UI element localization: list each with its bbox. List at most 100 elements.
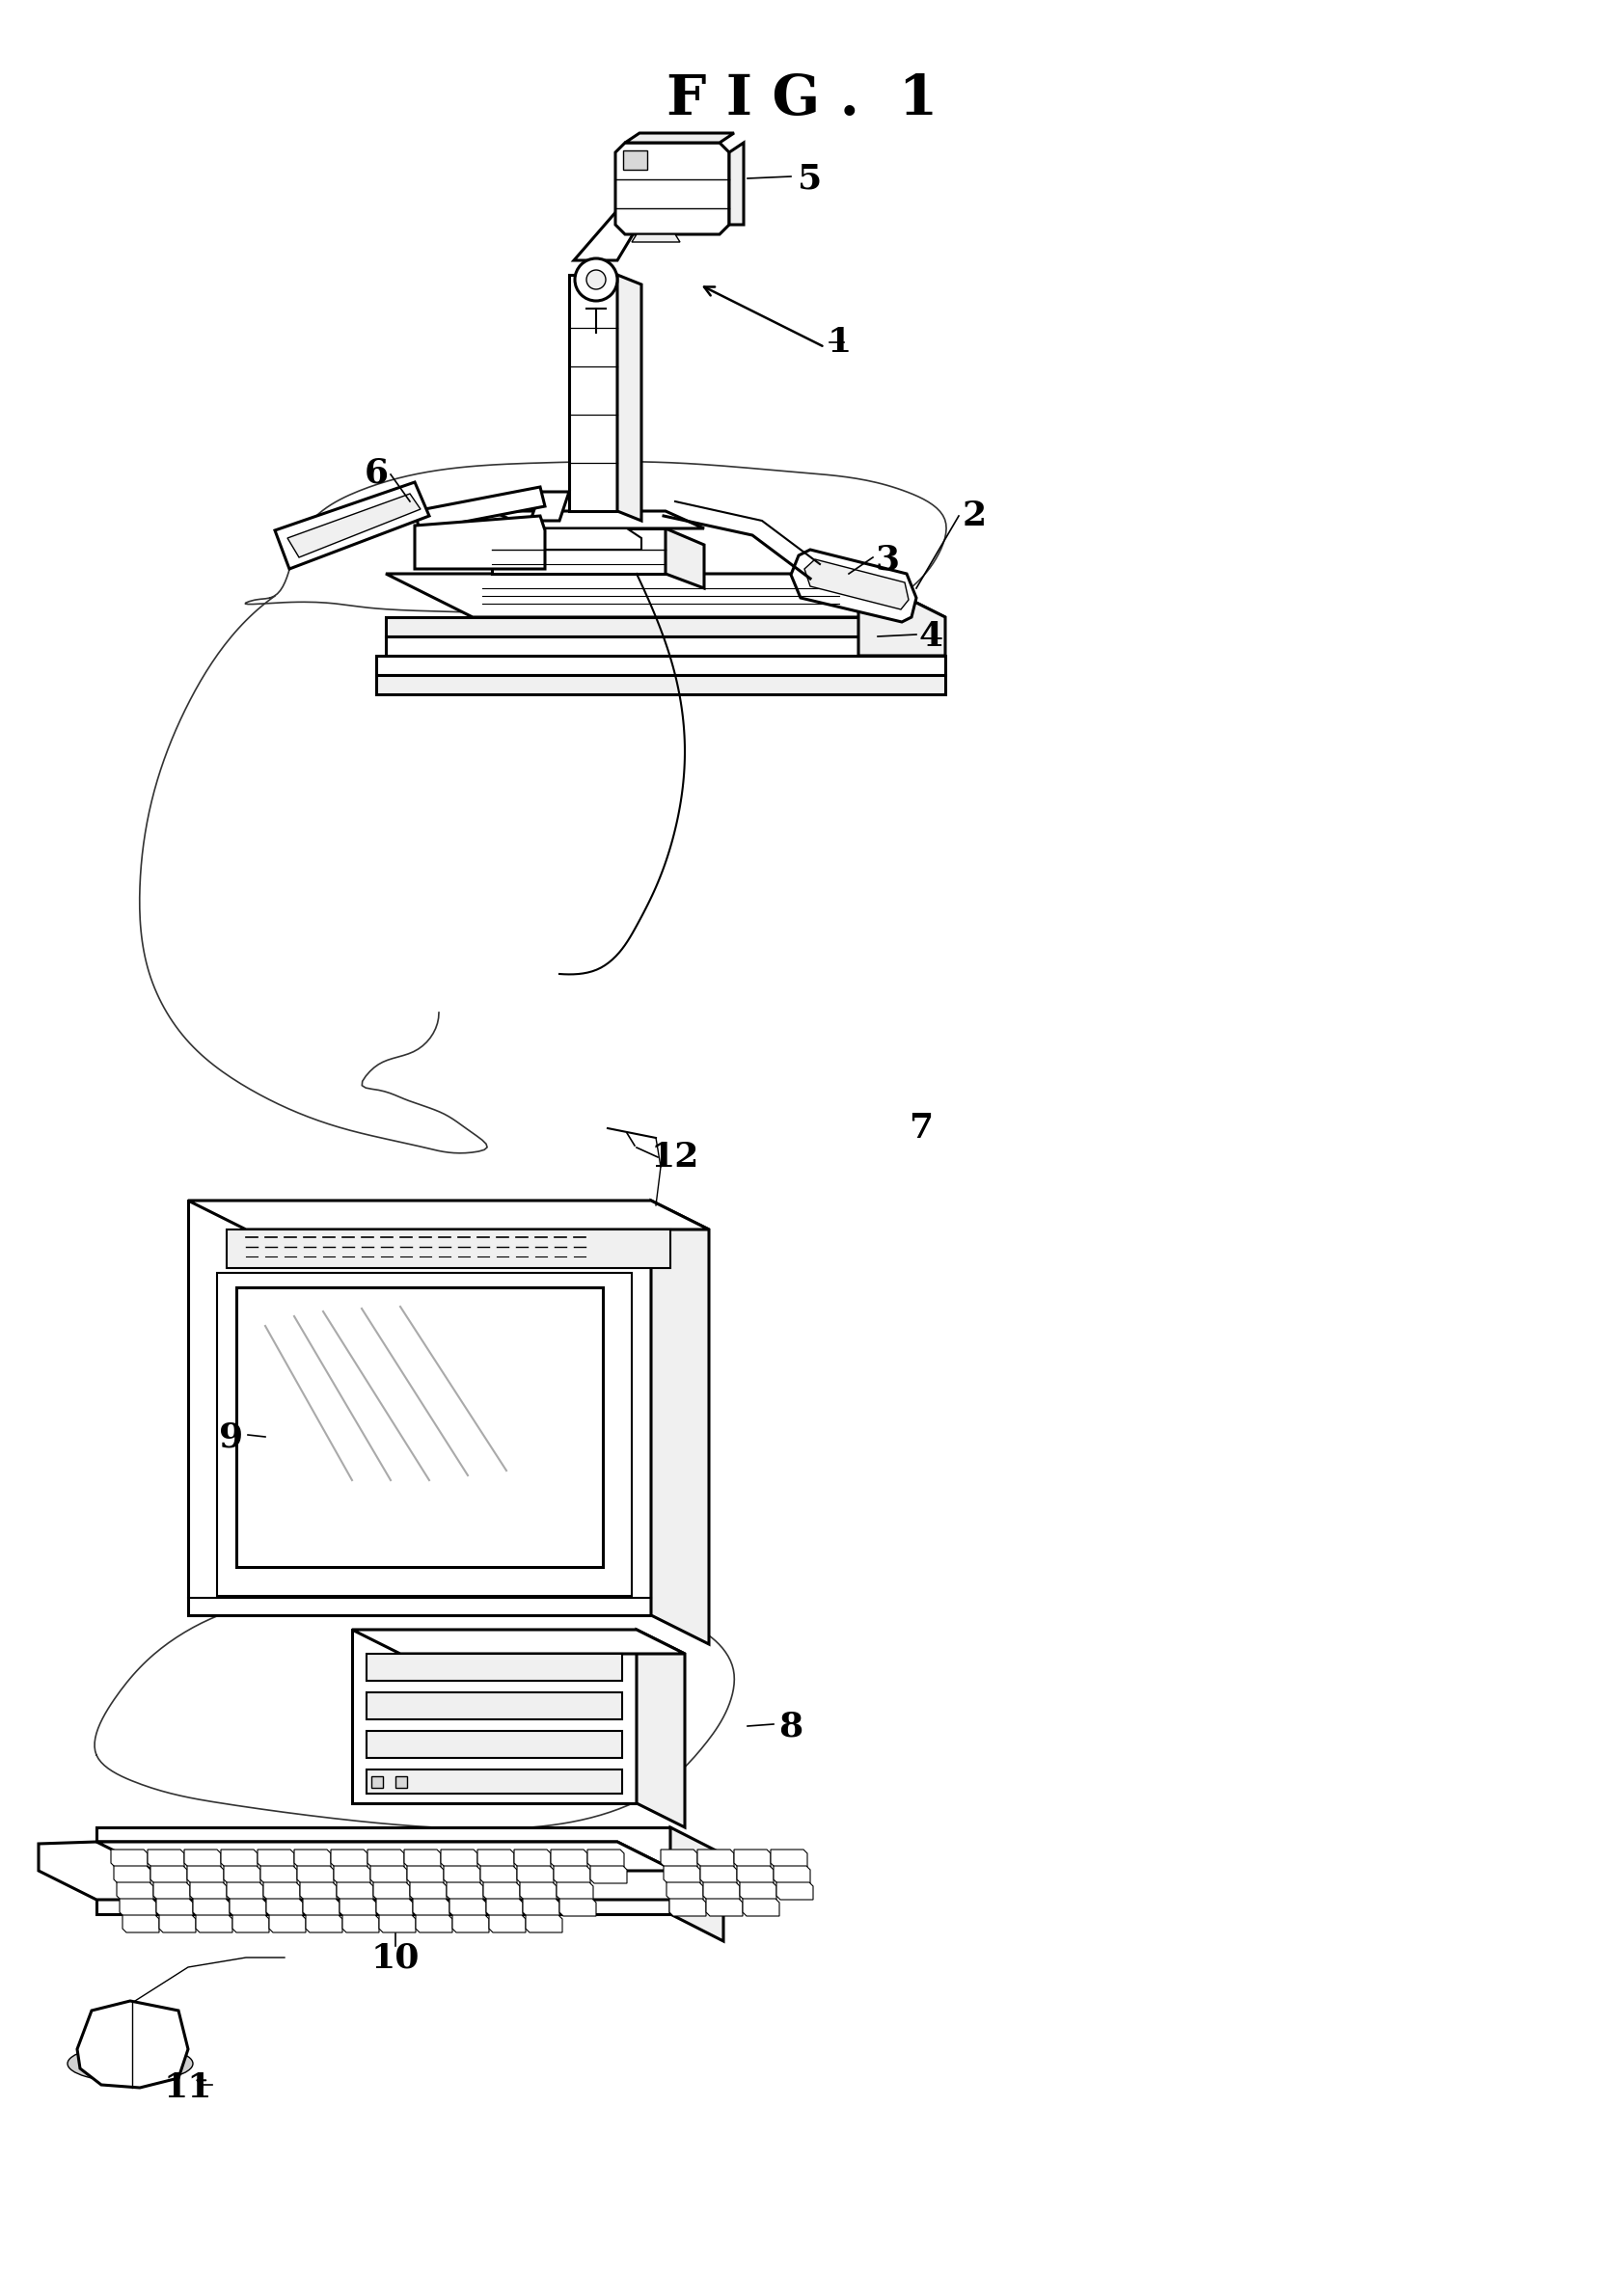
Polygon shape <box>156 1899 193 1917</box>
Polygon shape <box>742 1899 778 1917</box>
Polygon shape <box>297 1867 334 1883</box>
Polygon shape <box>525 528 640 549</box>
Polygon shape <box>39 1841 674 1899</box>
Polygon shape <box>416 1915 453 1933</box>
Text: 9: 9 <box>220 1421 244 1453</box>
Polygon shape <box>663 1867 700 1883</box>
Text: 7: 7 <box>908 1111 933 1146</box>
Polygon shape <box>217 1272 631 1596</box>
Polygon shape <box>371 1867 406 1883</box>
Polygon shape <box>554 1867 591 1883</box>
Polygon shape <box>733 1851 770 1867</box>
Polygon shape <box>523 1899 559 1917</box>
Polygon shape <box>77 2000 188 2087</box>
Polygon shape <box>483 1883 520 1899</box>
Polygon shape <box>587 1851 624 1867</box>
Text: 12: 12 <box>650 1141 700 1173</box>
Polygon shape <box>446 1883 483 1899</box>
Polygon shape <box>366 1692 621 1720</box>
Polygon shape <box>185 1851 221 1867</box>
Polygon shape <box>409 1883 446 1899</box>
Polygon shape <box>404 1851 440 1867</box>
Bar <box>371 1777 382 1789</box>
Polygon shape <box>366 1770 621 1793</box>
Polygon shape <box>305 1915 342 1933</box>
Polygon shape <box>263 1883 300 1899</box>
Polygon shape <box>193 1899 230 1917</box>
Polygon shape <box>859 574 945 657</box>
Polygon shape <box>372 1883 409 1899</box>
Polygon shape <box>148 1851 185 1867</box>
Polygon shape <box>376 1899 412 1917</box>
Polygon shape <box>406 1867 443 1883</box>
Polygon shape <box>624 133 733 142</box>
Polygon shape <box>366 1731 621 1759</box>
Polygon shape <box>119 1899 156 1917</box>
Polygon shape <box>770 1851 807 1867</box>
Polygon shape <box>775 1883 812 1899</box>
Polygon shape <box>530 491 568 521</box>
Polygon shape <box>615 142 729 234</box>
Polygon shape <box>486 1899 523 1917</box>
Text: 3: 3 <box>875 542 899 576</box>
Polygon shape <box>740 1883 775 1899</box>
Polygon shape <box>257 1851 294 1867</box>
Polygon shape <box>517 1867 554 1883</box>
Polygon shape <box>491 528 664 574</box>
Polygon shape <box>520 1883 557 1899</box>
Polygon shape <box>366 1653 621 1681</box>
Polygon shape <box>660 1851 697 1867</box>
Polygon shape <box>351 1630 684 1653</box>
Polygon shape <box>491 512 703 528</box>
Polygon shape <box>334 1867 371 1883</box>
Polygon shape <box>270 1915 305 1933</box>
Polygon shape <box>368 1851 404 1867</box>
Polygon shape <box>664 528 703 588</box>
Polygon shape <box>230 1899 266 1917</box>
Polygon shape <box>188 1201 650 1614</box>
Polygon shape <box>151 1867 188 1883</box>
Polygon shape <box>414 517 544 569</box>
Polygon shape <box>376 657 945 675</box>
Polygon shape <box>196 1915 233 1933</box>
Polygon shape <box>551 1851 587 1867</box>
Polygon shape <box>697 1851 733 1867</box>
Polygon shape <box>666 1883 703 1899</box>
Polygon shape <box>266 1899 303 1917</box>
Polygon shape <box>440 1851 477 1867</box>
Text: 4: 4 <box>918 620 942 652</box>
Polygon shape <box>274 482 429 569</box>
Polygon shape <box>226 1883 263 1899</box>
Polygon shape <box>669 1899 706 1917</box>
Polygon shape <box>376 675 945 693</box>
Polygon shape <box>480 1867 517 1883</box>
Polygon shape <box>342 1915 379 1933</box>
Polygon shape <box>557 1883 592 1899</box>
Polygon shape <box>117 1883 152 1899</box>
Polygon shape <box>233 1915 270 1933</box>
Polygon shape <box>339 1899 376 1917</box>
Polygon shape <box>260 1867 297 1883</box>
Polygon shape <box>152 1883 189 1899</box>
Polygon shape <box>453 1915 490 1933</box>
Polygon shape <box>385 618 859 636</box>
Polygon shape <box>591 1867 626 1883</box>
Ellipse shape <box>67 2046 193 2082</box>
Polygon shape <box>159 1915 196 1933</box>
Polygon shape <box>226 1228 669 1267</box>
Polygon shape <box>300 1883 337 1899</box>
Polygon shape <box>700 1867 737 1883</box>
Polygon shape <box>804 560 908 608</box>
Polygon shape <box>337 1883 372 1899</box>
Polygon shape <box>616 276 640 521</box>
Polygon shape <box>412 1899 449 1917</box>
Text: 5: 5 <box>798 163 822 195</box>
Polygon shape <box>331 1851 368 1867</box>
Polygon shape <box>525 1915 562 1933</box>
Text: 8: 8 <box>778 1711 802 1743</box>
Polygon shape <box>287 494 421 558</box>
Polygon shape <box>669 1828 722 1940</box>
Polygon shape <box>303 1899 339 1917</box>
Polygon shape <box>221 1851 257 1867</box>
Text: 6: 6 <box>364 457 388 489</box>
